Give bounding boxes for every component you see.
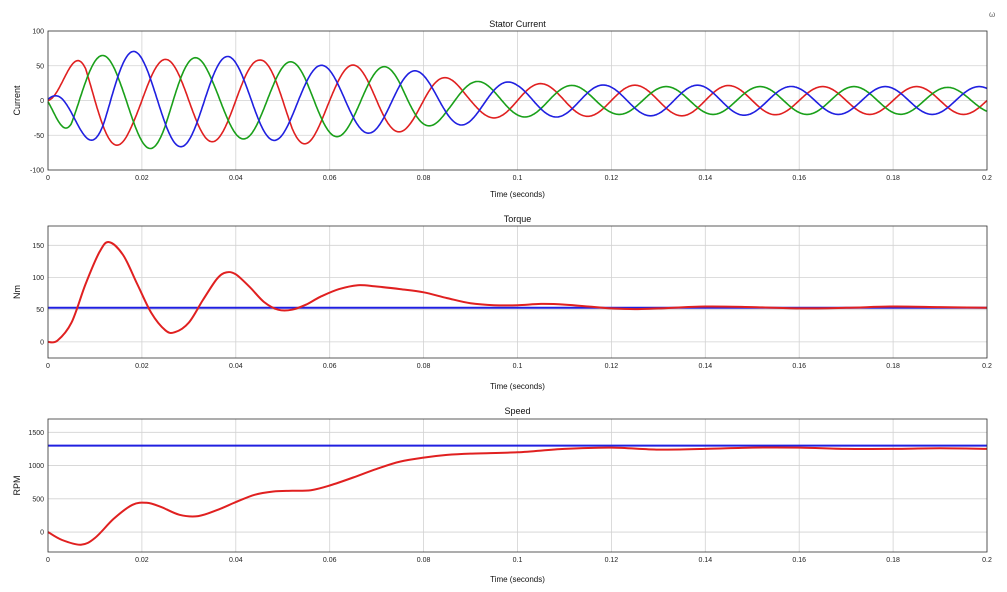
speed-x-tick-label-1: 0.02 — [135, 557, 149, 564]
stator-current-series-2 — [47, 50, 988, 148]
torque-y-tick-label-0: 0 — [40, 339, 44, 346]
stator-current-panel: 0 0.02 0.04 0.06 0.08 0.1 0.12 0.14 0.16 0.18 0.2 -… — [12, 19, 992, 199]
speed-y-tick-label-1: 500 — [32, 496, 44, 503]
speed-x-tick-label-8: 0.16 — [792, 557, 806, 564]
speed-y-tick-label-2: 1000 — [28, 463, 44, 470]
stator-current-axes-frame — [47, 30, 988, 171]
torque-title: Torque — [504, 214, 532, 224]
stator-current-y-axis-label: Current — [12, 85, 22, 116]
stator-current-x-tick-label-10: 0.2 — [982, 175, 992, 182]
speed-y-axis-label: RPM — [12, 476, 22, 496]
speed-y-tick-label-3: 1500 — [28, 430, 44, 437]
torque-x-tick-label-10: 0.2 — [982, 363, 992, 370]
stator-current-series-0 — [47, 58, 988, 147]
stator-current-x-tick-label-7: 0.14 — [698, 175, 712, 182]
torque-x-tick-label-5: 0.1 — [513, 363, 523, 370]
speed-x-tick-label-3: 0.06 — [323, 557, 337, 564]
speed-x-tick-label-10: 0.2 — [982, 557, 992, 564]
speed-x-tick-label-7: 0.14 — [698, 557, 712, 564]
speed-panel: 0 0.02 0.04 0.06 0.08 0.1 0.12 0.14 0.16 0.18 0.2 0… — [12, 406, 992, 584]
stator-current-x-tick-label-6: 0.12 — [605, 175, 619, 182]
torque-y-tick-label-2: 100 — [32, 275, 44, 282]
torque-x-tick-label-2: 0.04 — [229, 363, 243, 370]
torque-series-1 — [47, 241, 988, 344]
speed-x-tick-label-0: 0 — [46, 557, 50, 564]
speed-x-tick-label-4: 0.08 — [417, 557, 431, 564]
stator-current-y-tick-label-4: 100 — [32, 29, 44, 36]
stator-current-x-tick-label-2: 0.04 — [229, 175, 243, 182]
stator-current-x-tick-label-1: 0.02 — [135, 175, 149, 182]
torque-x-tick-label-7: 0.14 — [698, 363, 712, 370]
speed-x-tick-label-9: 0.18 — [886, 557, 900, 564]
stator-current-title: Stator Current — [489, 19, 546, 29]
speed-x-tick-label-6: 0.12 — [605, 557, 619, 564]
stator-current-x-tick-label-3: 0.06 — [323, 175, 337, 182]
torque-x-tick-label-8: 0.16 — [792, 363, 806, 370]
speed-x-axis-label: Time (seconds) — [490, 575, 545, 584]
torque-x-tick-label-0: 0 — [46, 363, 50, 370]
torque-x-tick-label-3: 0.06 — [323, 363, 337, 370]
stator-current-x-axis-label: Time (seconds) — [490, 190, 545, 199]
stator-current-x-tick-label-9: 0.18 — [886, 175, 900, 182]
stator-current-x-tick-label-5: 0.1 — [513, 175, 523, 182]
torque-panel: 0 0.02 0.04 0.06 0.08 0.1 0.12 0.14 0.16 0.18 0.2 0… — [12, 214, 992, 391]
torque-axes-frame — [47, 225, 988, 359]
torque-x-tick-label-1: 0.02 — [135, 363, 149, 370]
torque-y-axis-label: Nm — [12, 285, 22, 299]
speed-axes-frame — [47, 418, 988, 553]
stator-current-x-tick-label-4: 0.08 — [417, 175, 431, 182]
speed-x-tick-label-2: 0.04 — [229, 557, 243, 564]
stator-current-y-tick-label-2: 0 — [40, 98, 44, 105]
stator-current-y-tick-label-3: 50 — [36, 63, 44, 70]
stator-current-x-tick-label-0: 0 — [46, 175, 50, 182]
speed-series-1 — [47, 446, 988, 546]
stator-current-x-tick-label-8: 0.16 — [792, 175, 806, 182]
speed-y-tick-label-0: 0 — [40, 530, 44, 537]
stator-current-series-1 — [47, 54, 988, 150]
torque-x-axis-label: Time (seconds) — [490, 382, 545, 391]
stator-current-y-tick-label-0: -100 — [30, 168, 44, 175]
stator-current-y-tick-label-1: -50 — [34, 133, 44, 140]
speed-title: Speed — [504, 406, 530, 416]
speed-x-tick-label-5: 0.1 — [513, 557, 523, 564]
torque-x-tick-label-9: 0.18 — [886, 363, 900, 370]
torque-y-tick-label-3: 150 — [32, 243, 44, 250]
torque-y-tick-label-1: 50 — [36, 307, 44, 314]
torque-x-tick-label-6: 0.12 — [605, 363, 619, 370]
torque-x-tick-label-4: 0.08 — [417, 363, 431, 370]
corner-mark: ω — [989, 10, 995, 19]
